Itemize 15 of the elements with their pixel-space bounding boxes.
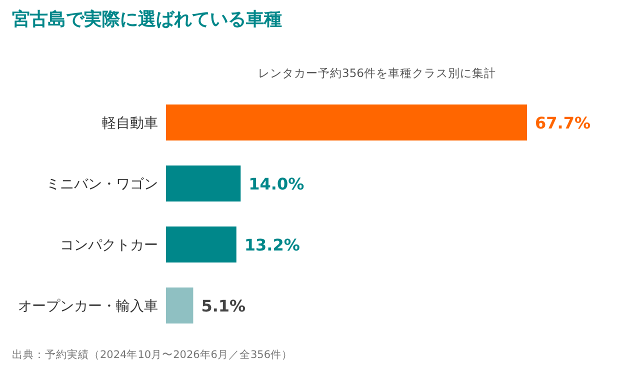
data-label: 67.7% — [535, 114, 591, 132]
bar — [166, 226, 236, 262]
bar — [166, 104, 527, 140]
y-tick-label: 軽自動車 — [102, 116, 158, 132]
chart-subtitle: レンタカー予約356件を車種クラス別に集計 — [258, 66, 496, 80]
bar — [166, 166, 241, 202]
data-label: 14.0% — [248, 174, 304, 194]
y-tick-label: オープンカー・輸入車 — [18, 298, 158, 314]
source-note: 出典：予約実績（2024年10月〜2026年6月／全356件） — [12, 348, 293, 361]
chart-title: 宮古島で実際に選ばれている車種 — [12, 9, 282, 30]
data-label: 13.2% — [244, 236, 300, 254]
y-tick-label: コンパクトカー — [60, 238, 158, 254]
data-label: 5.1% — [201, 296, 246, 316]
y-tick-label: ミニバン・ワゴン — [46, 176, 158, 192]
bar — [166, 288, 194, 324]
